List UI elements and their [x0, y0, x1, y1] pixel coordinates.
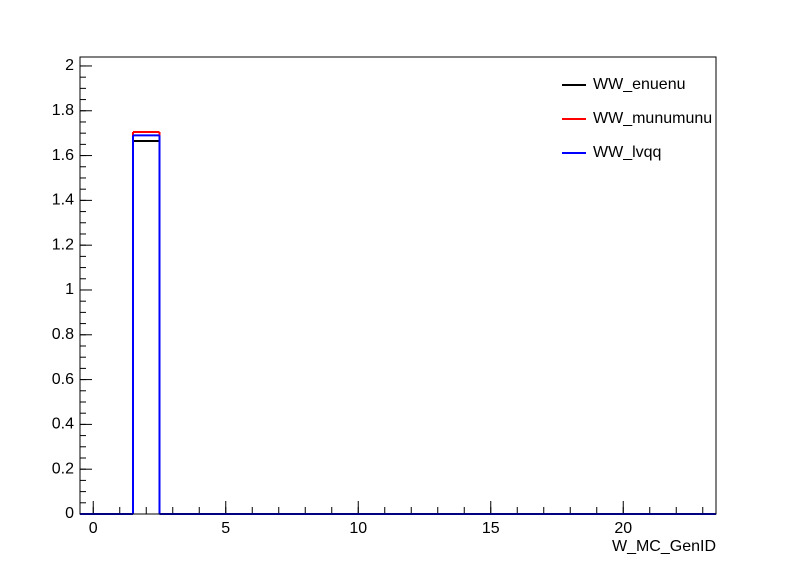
y-tick-label: 0.2 — [52, 460, 74, 477]
legend-label: WW_munumunu — [593, 110, 712, 127]
y-tick-label: 0.6 — [52, 371, 74, 388]
y-tick-label: 0.8 — [52, 326, 74, 343]
y-tick-label: 0.4 — [52, 416, 74, 433]
x-axis-label: W_MC_GenID — [612, 538, 716, 555]
y-tick-label: 1.2 — [52, 236, 74, 253]
y-tick-label: 1.6 — [52, 147, 74, 164]
x-tick-label: 20 — [614, 520, 632, 537]
y-tick-label: 2 — [65, 57, 74, 74]
legend-label: WW_enuenu — [593, 76, 686, 93]
legend-label: WW_lvqq — [593, 144, 661, 161]
x-tick-label: 0 — [89, 520, 98, 537]
plot-frame — [79, 56, 717, 515]
y-tick-label: 0 — [65, 505, 74, 522]
x-tick-label: 10 — [349, 520, 367, 537]
y-tick-label: 1.4 — [52, 192, 74, 209]
y-tick-label: 1.8 — [52, 102, 74, 119]
y-tick-label: 1 — [65, 281, 74, 298]
x-tick-label: 15 — [482, 520, 500, 537]
x-tick-label: 5 — [221, 520, 230, 537]
